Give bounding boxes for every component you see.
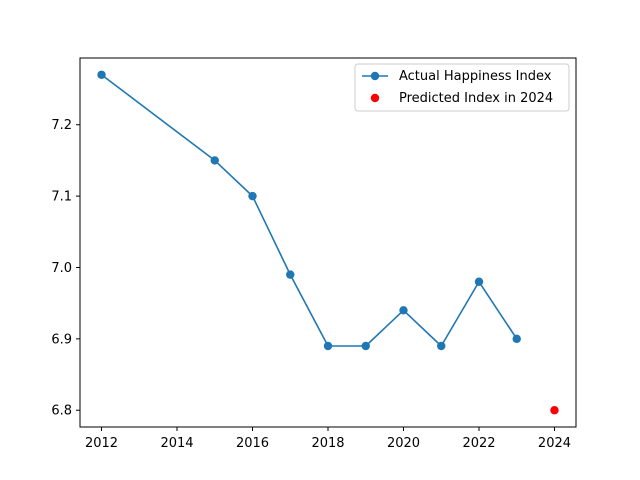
legend-label-actual: Actual Happiness Index [399,69,552,84]
legend-label-predicted: Predicted Index in 2024 [399,91,553,106]
x-tick-label: 2012 [85,436,118,451]
plot-area [97,70,559,415]
x-tick-label: 2018 [311,436,344,451]
y-axis-ticks: 6.8 6.9 7.0 7.1 7.2 [51,118,80,419]
data-point [399,306,408,315]
data-point [323,341,333,351]
axes-frame [79,57,577,428]
x-tick-label: 2016 [236,436,269,451]
data-point [210,156,219,165]
y-tick-label: 7.2 [51,118,72,133]
legend-marker-actual [370,71,380,81]
data-point [437,341,446,351]
x-tick-label: 2022 [462,436,495,451]
data-point [97,70,106,79]
y-tick-label: 6.8 [51,404,72,419]
y-tick-label: 6.9 [51,332,72,347]
data-point [248,191,257,201]
data-point [474,277,484,286]
data-point [286,270,295,279]
series-line-0 [101,74,518,347]
legend-box [354,63,570,112]
x-tick-label: 2024 [538,436,571,451]
x-tick-label: 2014 [160,436,193,451]
data-point [361,341,370,351]
y-tick-label: 7.0 [51,261,72,276]
y-tick-label: 7.1 [51,190,72,205]
legend-marker-predicted [370,93,380,103]
x-axis-ticks: 2012 2014 2016 2018 2020 2022 2024 [85,427,571,451]
data-point [512,334,521,344]
x-tick-label: 2020 [387,436,420,451]
legend: Actual Happiness Index Predicted Index i… [354,63,570,112]
data-point [550,406,559,415]
